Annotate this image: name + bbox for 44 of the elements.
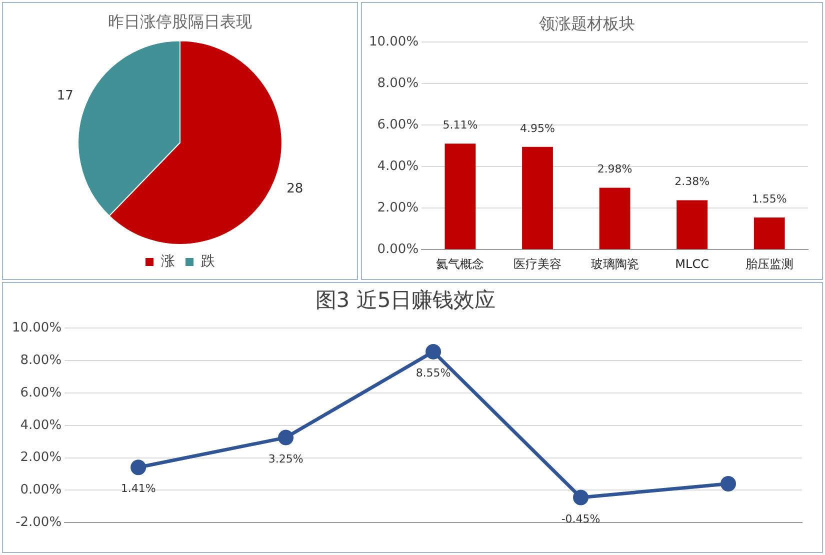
y-tick-label: 8.00% xyxy=(377,76,419,92)
data-label: 28 xyxy=(286,181,304,196)
bar xyxy=(754,217,785,250)
point xyxy=(573,490,589,506)
data-label: 2.38% xyxy=(674,175,710,188)
data-label: 1.41% xyxy=(120,482,156,496)
x-tick-label: MLCC xyxy=(675,256,709,271)
y-tick-label: 2.00% xyxy=(377,200,419,216)
y-tick-label: -2.00% xyxy=(16,514,62,530)
data-label: 1.55% xyxy=(752,192,787,206)
x-tick-label: 氦气概念 xyxy=(436,256,484,271)
bar xyxy=(444,144,476,250)
point xyxy=(278,430,294,446)
y-tick-label: 10.00% xyxy=(368,34,419,50)
bar xyxy=(522,146,553,250)
data-label: 8.55% xyxy=(416,366,451,380)
point xyxy=(426,344,442,360)
y-tick-label: 6.00% xyxy=(20,385,62,400)
y-tick-label: 10.00% xyxy=(12,320,62,336)
point xyxy=(720,476,736,492)
chart-title: 图3 近5日赚钱效应 xyxy=(315,288,496,312)
data-label: 5.11% xyxy=(442,118,478,132)
data-label: -0.45% xyxy=(561,512,600,526)
point xyxy=(130,460,146,476)
y-tick-label: 0.00% xyxy=(20,482,62,498)
y-tick-label: 4.00% xyxy=(377,159,419,174)
x-tick-label: 医疗美容 xyxy=(514,256,562,271)
legend-label: 跌 xyxy=(201,254,215,270)
y-tick-label: 0.00% xyxy=(377,242,419,257)
x-tick-label: 胎压监测 xyxy=(745,256,794,271)
x-tick-label: 玻璃陶瓷 xyxy=(590,256,639,271)
y-tick-label: 6.00% xyxy=(377,118,419,133)
data-label: 2.98% xyxy=(597,162,632,176)
bar xyxy=(599,188,630,250)
y-tick-label: 4.00% xyxy=(20,418,62,433)
legend-label: 涨 xyxy=(161,254,175,270)
y-tick-label: 2.00% xyxy=(20,450,62,466)
data-label: 17 xyxy=(56,88,74,104)
chart-title: 领涨题材板块 xyxy=(539,14,635,33)
bar xyxy=(676,200,708,250)
data-label: 3.25% xyxy=(268,452,304,466)
data-label: 4.95% xyxy=(520,122,555,135)
chart-title: 昨日涨停股隔日表现 xyxy=(108,12,252,31)
y-tick-label: 8.00% xyxy=(20,352,62,368)
